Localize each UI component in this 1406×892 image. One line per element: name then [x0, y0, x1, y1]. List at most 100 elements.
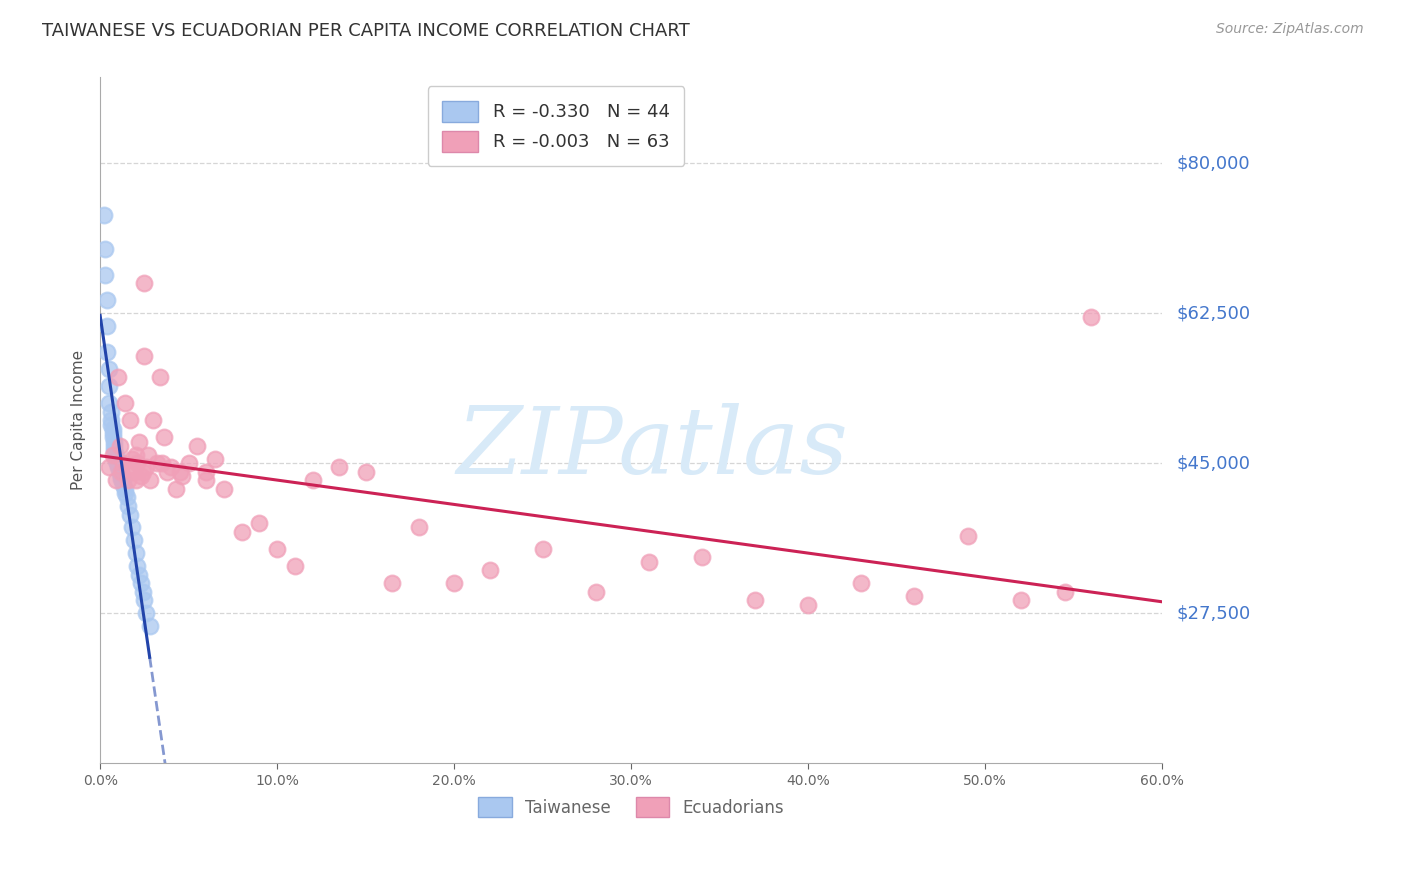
Point	[108, 439, 131, 453]
Point	[105, 473, 128, 487]
Point	[186, 439, 208, 453]
Point	[128, 434, 150, 449]
Point	[301, 473, 323, 487]
Text: $80,000: $80,000	[1177, 154, 1250, 172]
Point	[108, 463, 131, 477]
Point	[177, 456, 200, 470]
Point	[120, 413, 142, 427]
Point	[134, 593, 156, 607]
Point	[690, 550, 713, 565]
Point	[112, 473, 135, 487]
Point	[110, 472, 132, 486]
Point	[103, 439, 125, 453]
Point	[124, 546, 146, 560]
Point	[136, 448, 159, 462]
Point	[956, 529, 979, 543]
Point	[121, 451, 143, 466]
Point	[160, 460, 183, 475]
Point	[127, 559, 149, 574]
Point	[96, 318, 118, 333]
Point	[105, 451, 128, 466]
Point	[328, 460, 350, 475]
Point	[100, 413, 122, 427]
Point	[170, 469, 193, 483]
Point	[101, 426, 124, 441]
Point	[797, 598, 820, 612]
Point	[108, 467, 131, 481]
Point	[128, 567, 150, 582]
Point	[98, 396, 121, 410]
Point	[94, 268, 117, 282]
Text: $62,500: $62,500	[1177, 304, 1250, 322]
Legend: Taiwanese, Ecuadorians: Taiwanese, Ecuadorians	[471, 791, 790, 823]
Text: ZIPatlas: ZIPatlas	[457, 402, 848, 492]
Point	[195, 473, 218, 487]
Point	[93, 208, 115, 222]
Point	[135, 606, 157, 620]
Point	[638, 555, 661, 569]
Point	[195, 465, 218, 479]
Point	[120, 508, 142, 522]
Point	[124, 448, 146, 462]
Point	[115, 491, 138, 505]
Point	[354, 465, 377, 479]
Point	[100, 417, 122, 432]
Point	[744, 593, 766, 607]
Point	[150, 456, 173, 470]
Point	[135, 460, 157, 475]
Point	[146, 456, 169, 470]
Point	[96, 344, 118, 359]
Point	[101, 422, 124, 436]
Point	[107, 370, 129, 384]
Point	[212, 482, 235, 496]
Point	[284, 559, 307, 574]
Point	[98, 379, 121, 393]
Point	[107, 458, 129, 472]
Point	[165, 482, 187, 496]
Point	[138, 619, 160, 633]
Point	[114, 486, 136, 500]
Point	[408, 520, 430, 534]
Point	[105, 448, 128, 462]
Point	[105, 454, 128, 468]
Point	[114, 396, 136, 410]
Point	[149, 370, 172, 384]
Point	[122, 465, 145, 479]
Point	[98, 362, 121, 376]
Text: $45,000: $45,000	[1177, 454, 1250, 472]
Point	[381, 576, 404, 591]
Point	[124, 473, 146, 487]
Point	[103, 434, 125, 449]
Point	[122, 533, 145, 548]
Point	[1080, 310, 1102, 325]
Point	[98, 460, 121, 475]
Point	[1053, 584, 1076, 599]
Point	[131, 465, 153, 479]
Point	[478, 563, 501, 577]
Point	[127, 456, 149, 470]
Point	[115, 460, 138, 475]
Point	[1010, 593, 1032, 607]
Point	[851, 576, 873, 591]
Point	[531, 541, 554, 556]
Point	[112, 477, 135, 491]
Point	[134, 349, 156, 363]
Point	[131, 584, 153, 599]
Point	[94, 242, 117, 256]
Point	[121, 520, 143, 534]
Point	[96, 293, 118, 308]
Text: $27,500: $27,500	[1177, 604, 1250, 622]
Y-axis label: Per Capita Income: Per Capita Income	[72, 351, 86, 491]
Point	[100, 405, 122, 419]
Point	[903, 589, 925, 603]
Point	[443, 576, 465, 591]
Point	[117, 499, 139, 513]
Point	[101, 448, 124, 462]
Point	[112, 456, 135, 470]
Point	[110, 465, 132, 479]
Point	[138, 473, 160, 487]
Point	[101, 430, 124, 444]
Point	[204, 451, 226, 466]
Point	[156, 465, 179, 479]
Point	[110, 469, 132, 483]
